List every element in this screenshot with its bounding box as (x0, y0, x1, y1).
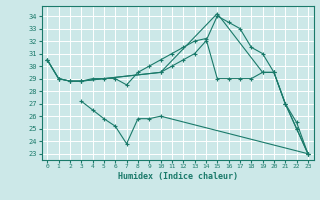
X-axis label: Humidex (Indice chaleur): Humidex (Indice chaleur) (118, 172, 237, 181)
